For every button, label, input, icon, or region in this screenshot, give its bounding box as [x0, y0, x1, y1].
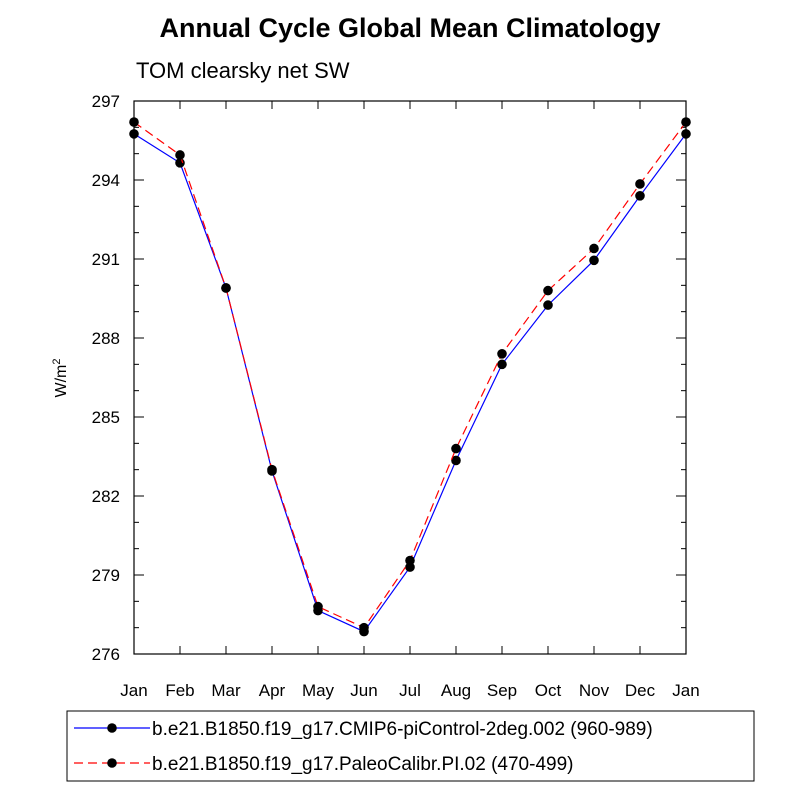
y-tick-labels: 276 279 282 285 288 291 294 297 — [92, 92, 120, 664]
legend-marker-1 — [107, 723, 117, 733]
legend-marker-2 — [107, 758, 117, 768]
x-tick-label: May — [302, 681, 335, 700]
y-tick-label: 294 — [92, 171, 120, 190]
series-2-point — [267, 464, 277, 475]
x-tick-label: Dec — [625, 681, 656, 700]
series-2-point — [313, 601, 323, 612]
x-tick-label: Jan — [120, 681, 147, 700]
y-tick-label: 282 — [92, 487, 120, 506]
series-1-point — [451, 455, 461, 466]
x-tick-label: Sep — [487, 681, 517, 700]
chart-title: Annual Cycle Global Mean Climatology — [159, 13, 660, 43]
x-tick-label: Jan — [672, 681, 699, 700]
series-2-point — [221, 283, 231, 293]
x-tick-label: Nov — [579, 681, 610, 700]
y-tick-label: 279 — [92, 566, 120, 585]
legend — [66, 710, 755, 782]
series-1-point — [497, 359, 507, 370]
plot-frame — [133, 100, 687, 655]
x-tick-label: Aug — [441, 681, 471, 700]
series-2-point — [589, 243, 599, 254]
y-tick-label: 291 — [92, 250, 120, 269]
x-tick-label: Apr — [259, 681, 286, 700]
series-2-point — [175, 150, 185, 160]
y-tick-label: 297 — [92, 92, 120, 111]
series-1-point — [405, 562, 415, 572]
series-line-2 — [133, 121, 687, 629]
series-2-point — [405, 555, 415, 566]
legend-label-2: b.e21.B1850.f19_g17.PaleoCalibr.PI.02 (4… — [152, 754, 573, 775]
y-tick-label: 288 — [92, 329, 120, 348]
x-tick-label: Oct — [535, 681, 562, 700]
chart-subtitle: TOM clearsky net SW — [136, 58, 350, 83]
series-1-point — [589, 255, 599, 266]
legend-label-1: b.e21.B1850.f19_g17.CMIP6-piControl-2deg… — [152, 719, 653, 740]
legend-items: b.e21.B1850.f19_g17.CMIP6-piControl-2deg… — [74, 719, 653, 775]
series-1-point — [543, 300, 553, 310]
series-2-point — [635, 179, 645, 189]
series-2-point — [451, 443, 461, 454]
series-2-point — [359, 622, 369, 633]
x-tick-labels: Jan Feb Mar Apr May Jun Jul Aug Sep Oct Nov Dec Jan — [120, 681, 699, 700]
series-layer — [129, 117, 691, 637]
y-axis-label: W/m2 — [51, 359, 70, 398]
x-tick-label: Mar — [211, 681, 241, 700]
series-2-point — [497, 349, 507, 359]
y-tick-label: 285 — [92, 408, 120, 427]
y-tick-label: 276 — [92, 645, 120, 664]
series-2-point — [543, 285, 553, 296]
x-tick-label: Jul — [399, 681, 421, 700]
x-tick-label: Jun — [350, 681, 377, 700]
x-tick-label: Feb — [165, 681, 194, 700]
series-1-point — [635, 191, 645, 201]
